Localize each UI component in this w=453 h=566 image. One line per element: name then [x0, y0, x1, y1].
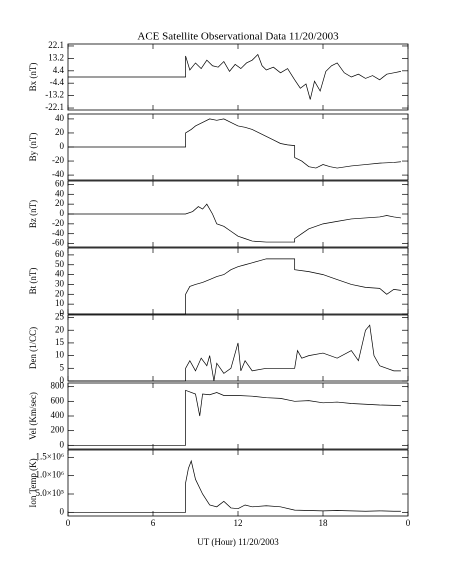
- y-tick-label: 0: [60, 439, 65, 449]
- y-tick-label: 5: [60, 362, 65, 372]
- y-tick-label: 1.0×10⁶: [36, 470, 64, 480]
- y-tick-label: 60: [55, 179, 65, 189]
- y-tick-label: 30: [55, 279, 65, 289]
- y-tick-label: 40: [55, 188, 65, 198]
- y-tick-label: 400: [51, 410, 65, 420]
- y-tick-label: -13.2: [45, 90, 64, 100]
- y-tick-label: 13.2: [48, 53, 64, 63]
- y-tick-label: 0: [60, 375, 65, 385]
- y-tick-label: 40: [55, 269, 65, 279]
- y-tick-label: 25: [55, 312, 65, 322]
- y-axis-label: Bt (nT): [28, 268, 38, 295]
- y-tick-label: 600: [51, 395, 65, 405]
- data-line: [68, 258, 401, 315]
- y-tick-label: 5.0×10⁵: [36, 488, 64, 498]
- y-tick-label: 10: [55, 350, 65, 360]
- y-tick-label: 0: [60, 506, 65, 516]
- x-tick-label: 0: [406, 518, 411, 528]
- y-tick-label: 20: [55, 288, 65, 298]
- y-tick-label: 20: [55, 127, 65, 137]
- y-tick-label: 4.4: [53, 65, 65, 75]
- x-axis-label: UT (Hour) 11/20/2003: [197, 537, 279, 547]
- panel-frame: [67, 449, 409, 517]
- y-tick-label: 800: [51, 381, 65, 391]
- x-tick-label: 18: [319, 518, 329, 528]
- y-tick-label: -22.1: [45, 102, 64, 112]
- y-axis-label: Bx (nT): [28, 63, 38, 92]
- y-axis-label: Ion Temp (K): [28, 458, 38, 507]
- y-tick-label: 0: [60, 208, 65, 218]
- y-tick-label: 40: [55, 113, 65, 123]
- y-tick-label: 20: [55, 324, 65, 334]
- y-tick-label: 0: [60, 141, 65, 151]
- y-axis-label: Bz (nT): [28, 200, 38, 228]
- x-tick-label: 6: [151, 518, 156, 528]
- y-axis-label: By (nT): [28, 133, 38, 162]
- y-tick-label: -40: [52, 169, 64, 179]
- data-line: [68, 459, 401, 513]
- panel-frame: [67, 314, 409, 382]
- y-tick-label: 60: [55, 249, 65, 259]
- y-tick-label: 20: [55, 198, 65, 208]
- y-tick-label: 22.1: [48, 40, 64, 50]
- y-axis-label: Vel (Km/sec): [28, 392, 38, 440]
- y-tick-label: -60: [52, 238, 64, 248]
- chart-title: ACE Satellite Observational Data 11/20/2…: [137, 31, 339, 43]
- y-tick-label: 10: [55, 298, 65, 308]
- data-line: [68, 389, 401, 446]
- y-tick-label: -20: [52, 218, 64, 228]
- y-tick-label: -40: [52, 228, 64, 238]
- data-line: [68, 203, 401, 243]
- data-line: [68, 53, 401, 100]
- y-tick-label: 1.5×10⁶: [36, 451, 64, 461]
- x-tick-label: 12: [234, 518, 243, 528]
- y-tick-label: 0: [60, 308, 65, 318]
- panel-frame: [67, 382, 409, 450]
- y-tick-label: -4.4: [50, 77, 65, 87]
- x-tick-label: 0: [66, 518, 71, 528]
- data-line: [68, 118, 401, 169]
- y-tick-label: -20: [52, 155, 64, 165]
- y-tick-label: 200: [51, 425, 65, 435]
- panel-frame: [67, 247, 409, 315]
- y-tick-label: 15: [55, 337, 65, 347]
- y-tick-label: 50: [55, 259, 65, 269]
- data-line: [68, 324, 401, 382]
- y-axis-label: Den (1/CC): [28, 327, 38, 369]
